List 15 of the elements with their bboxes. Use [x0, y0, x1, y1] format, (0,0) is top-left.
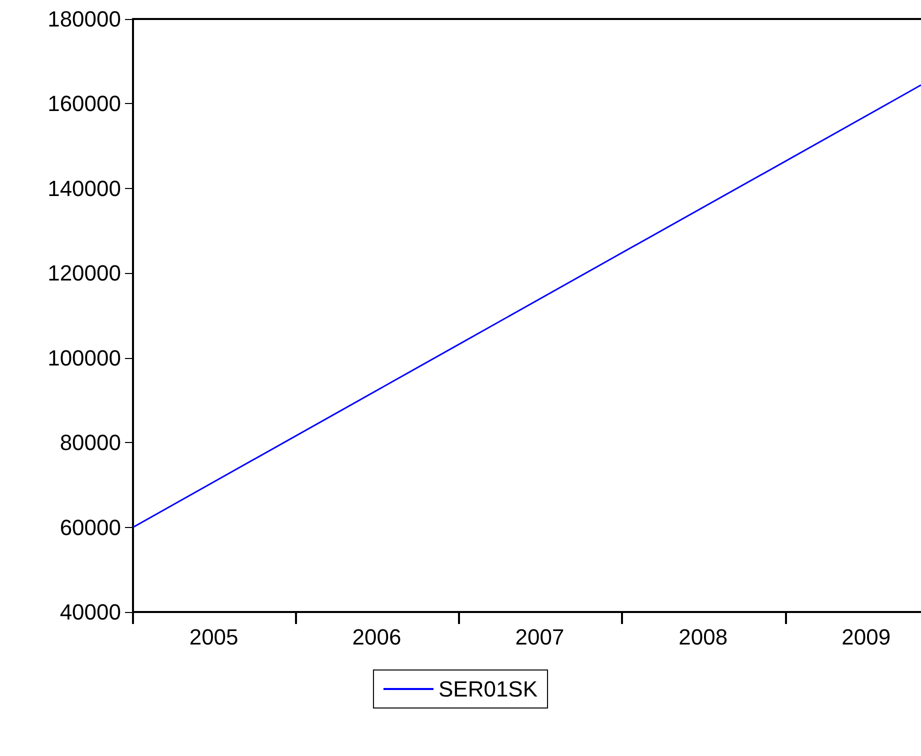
y-tick-label: 100000 [48, 345, 121, 370]
x-tick-label: 2008 [678, 624, 728, 650]
y-tick-label: 40000 [60, 600, 121, 624]
x-tick-label: 2009 [842, 624, 891, 650]
y-tick-label: 180000 [48, 6, 121, 32]
line-series [132, 84, 921, 528]
y-tick-label: 160000 [48, 91, 121, 116]
x-tick-label: 2007 [515, 624, 564, 650]
y-tick-label: 80000 [60, 430, 121, 456]
legend-label: SER01SK [438, 676, 538, 702]
x-tick-label: 2006 [352, 624, 402, 650]
y-tick-label: 60000 [60, 514, 121, 540]
x-tick-label: 2005 [189, 624, 238, 650]
y-tick-label: 140000 [48, 176, 121, 201]
y-tick-label: 120000 [48, 260, 121, 286]
